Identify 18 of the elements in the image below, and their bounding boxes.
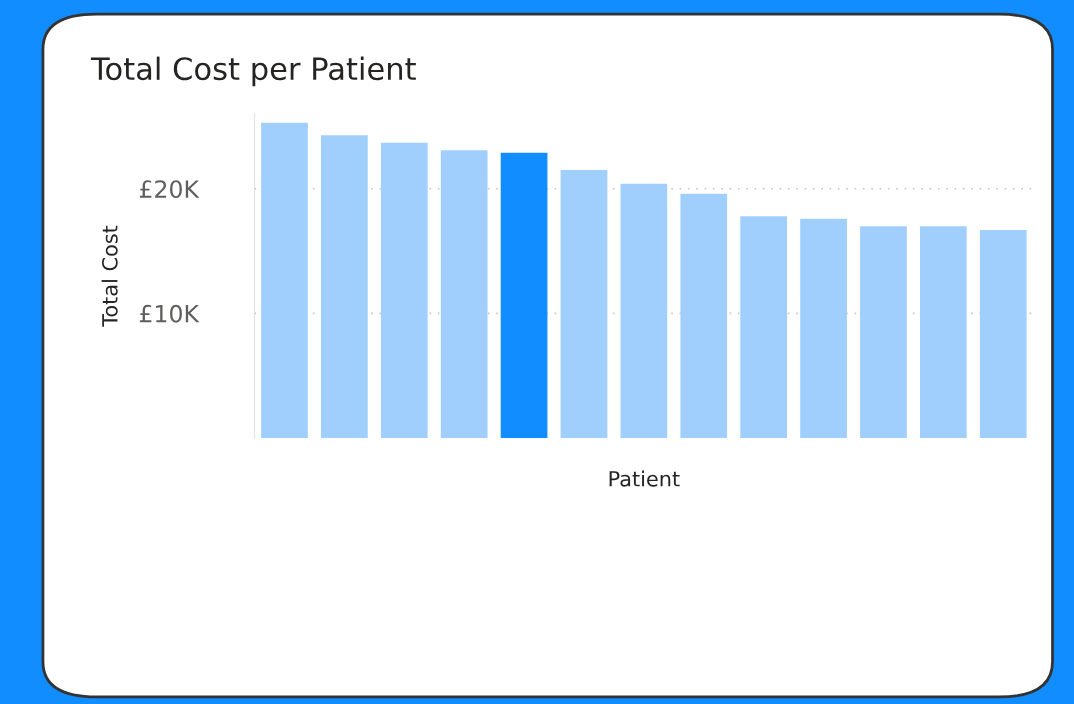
x-axis-title: Patient: [609, 470, 680, 487]
chart-title: Total Cost per Patient: [90, 56, 416, 87]
y-tick-label: £20K: [139, 180, 200, 199]
bar: [560, 170, 608, 438]
bar: [321, 135, 368, 438]
bar: [800, 218, 847, 438]
bar: [440, 150, 488, 438]
bar: [680, 193, 728, 438]
bar: [620, 183, 668, 438]
bar: [860, 226, 907, 438]
bar: [740, 216, 788, 438]
bar: [919, 226, 967, 438]
y-axis-title: Total Cost: [101, 225, 118, 327]
bar: [500, 152, 548, 438]
bar: [261, 122, 308, 438]
y-tick-label: £10K: [139, 304, 200, 323]
bar: [380, 142, 428, 438]
bar: [979, 229, 1027, 438]
